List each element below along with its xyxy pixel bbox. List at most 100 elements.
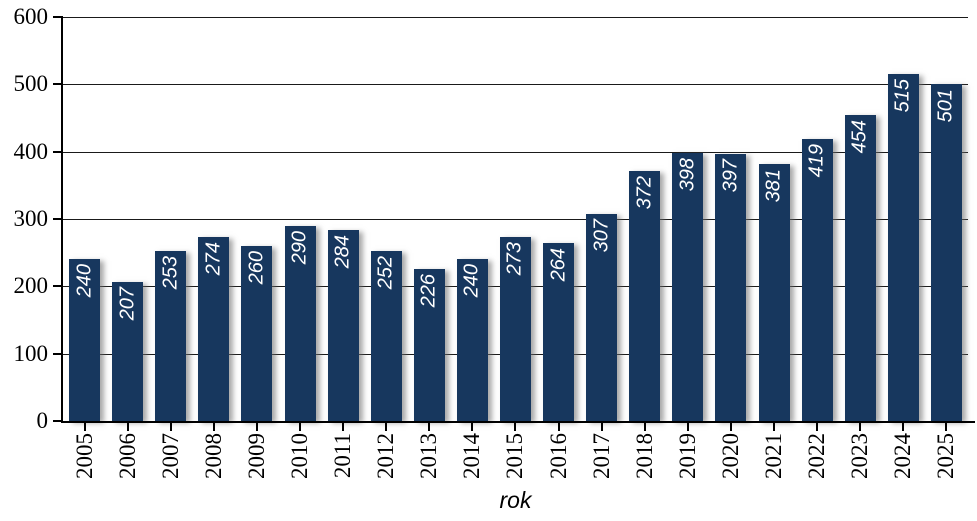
gridline-400 (63, 151, 968, 153)
bar-2009: 260 (241, 245, 273, 421)
x-label-slot-2014: 2014 (451, 433, 494, 493)
x-tick-mark-2016 (557, 423, 560, 431)
gridline-300 (63, 219, 968, 220)
x-tick-mark-2015 (514, 423, 517, 431)
x-label-slot-2012: 2012 (365, 433, 408, 493)
x-axis-label-2025: 2025 (933, 433, 959, 479)
bar-2013: 226 (413, 268, 445, 421)
y-axis-line (61, 16, 63, 423)
plot-area: 240 207 253 274 260 290 284 252 226 240 273 264 307 3… (63, 17, 968, 421)
x-tick-slot-2016 (537, 423, 580, 431)
x-label-slot-2019: 2019 (666, 433, 709, 493)
bar-2020: 397 (715, 153, 747, 421)
x-tick-mark-2013 (428, 423, 431, 431)
y-tick-label-200: 200 (13, 273, 49, 299)
x-axis-label-2021: 2021 (761, 433, 787, 479)
bar-value-label-2009: 260 (245, 250, 268, 285)
bar-slot-2021: 381 (753, 17, 796, 421)
x-label-slot-2022: 2022 (796, 433, 839, 493)
bar-slot-2010: 290 (278, 17, 321, 421)
x-axis-label-2020: 2020 (717, 433, 743, 479)
x-tick-mark-2017 (600, 423, 603, 431)
x-tick-slot-2017 (580, 423, 623, 431)
x-tick-mark-2012 (385, 423, 388, 431)
x-tick-mark-2018 (643, 423, 646, 431)
x-axis-title: rok (499, 487, 532, 513)
x-axis-label-2011: 2011 (330, 433, 356, 479)
x-tick-mark-2020 (729, 423, 732, 431)
x-tick-slot-2019 (666, 423, 709, 431)
bars-row: 240 207 253 274 260 290 284 252 226 240 273 264 307 3… (63, 17, 968, 421)
x-tick-slot-2025 (925, 423, 968, 431)
x-tick-slot-2007 (149, 423, 192, 431)
y-tick-mark-600 (53, 16, 61, 18)
x-tick-slot-2020 (709, 423, 752, 431)
y-tick-label-500: 500 (13, 71, 49, 97)
x-label-slot-2011: 2011 (322, 433, 365, 493)
x-axis-labels: 2005 2006 2007 2008 2009 2010 2011 2012 2013 2014… (63, 433, 968, 493)
y-tick-mark-100 (53, 352, 61, 355)
x-tick-mark-2024 (902, 423, 905, 431)
x-tick-slot-2005 (63, 423, 106, 431)
x-tick-slot-2013 (408, 423, 451, 431)
bar-2008: 274 (198, 236, 230, 421)
x-label-slot-2018: 2018 (623, 433, 666, 493)
bar-2014: 240 (456, 259, 488, 421)
bar-value-label-2014: 240 (460, 264, 483, 298)
bar-slot-2009: 260 (235, 17, 278, 421)
y-tick-label-0: 0 (36, 408, 49, 433)
x-tick-mark-2011 (342, 423, 345, 431)
bar-2023: 454 (844, 115, 876, 421)
x-label-slot-2020: 2020 (709, 433, 752, 493)
x-tick-slot-2011 (322, 423, 365, 431)
x-label-slot-2023: 2023 (839, 433, 882, 493)
bar-value-label-2010: 290 (288, 230, 311, 265)
bar-slot-2022: 419 (796, 17, 839, 421)
bar-slot-2023: 454 (839, 17, 882, 421)
bar-slot-2020: 397 (709, 17, 752, 421)
x-axis-label-2008: 2008 (200, 433, 226, 479)
x-label-slot-2013: 2013 (408, 433, 451, 493)
x-axis-label-2012: 2012 (373, 433, 399, 479)
bar-2025: 501 (930, 83, 962, 421)
bar-value-label-2008: 274 (202, 241, 225, 275)
bar-2019: 398 (672, 153, 704, 421)
y-tick-label-300: 300 (13, 206, 49, 231)
y-tick-label-400: 400 (13, 138, 49, 164)
x-tick-slot-2018 (623, 423, 666, 431)
y-tick-label-100: 100 (13, 340, 49, 366)
bar-2012: 252 (370, 251, 402, 421)
x-axis-label-2009: 2009 (243, 433, 269, 479)
x-tick-mark-2008 (212, 423, 215, 431)
x-axis-label-2010: 2010 (287, 433, 313, 479)
bar-value-label-2006: 207 (116, 286, 139, 320)
bar-2016: 264 (543, 243, 575, 421)
x-tick-slot-2021 (753, 423, 796, 431)
y-tick-label-600: 600 (13, 4, 49, 29)
bar-value-label-2011: 284 (331, 234, 354, 269)
x-tick-mark-2022 (816, 423, 819, 431)
x-label-slot-2007: 2007 (149, 433, 192, 493)
y-tick-mark-500 (53, 83, 61, 86)
bar-slot-2007: 253 (149, 17, 192, 421)
bar-slot-2012: 252 (365, 17, 408, 421)
bar-slot-2008: 274 (192, 17, 235, 421)
x-tick-mark-2007 (169, 423, 172, 431)
x-tick-slot-2012 (365, 423, 408, 431)
x-label-slot-2025: 2025 (925, 433, 968, 493)
bar-slot-2025: 501 (925, 17, 968, 421)
x-tick-mark-2009 (255, 423, 258, 431)
bar-value-label-2015: 273 (503, 242, 526, 276)
bar-2018: 372 (629, 170, 661, 421)
x-axis-label-2006: 2006 (114, 433, 140, 479)
bar-2022: 419 (801, 138, 833, 421)
x-axis-label-2017: 2017 (588, 433, 614, 479)
x-label-slot-2010: 2010 (278, 433, 321, 493)
bar-value-label-2021: 381 (762, 169, 785, 203)
x-tick-slot-2009 (235, 423, 278, 431)
bar-value-label-2022: 419 (805, 143, 828, 178)
x-tick-mark-2025 (945, 423, 948, 431)
y-tick-mark-200 (53, 285, 61, 288)
x-label-slot-2017: 2017 (580, 433, 623, 493)
x-label-slot-2024: 2024 (882, 433, 925, 493)
